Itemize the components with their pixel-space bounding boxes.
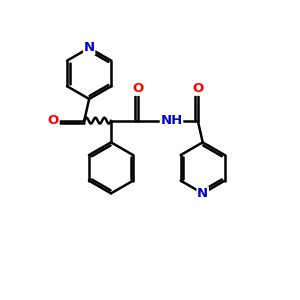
Text: N: N <box>197 187 208 200</box>
Text: O: O <box>47 114 59 127</box>
Text: O: O <box>192 82 203 95</box>
Text: NH: NH <box>160 114 183 127</box>
Text: O: O <box>132 82 143 95</box>
Text: N: N <box>84 41 95 54</box>
